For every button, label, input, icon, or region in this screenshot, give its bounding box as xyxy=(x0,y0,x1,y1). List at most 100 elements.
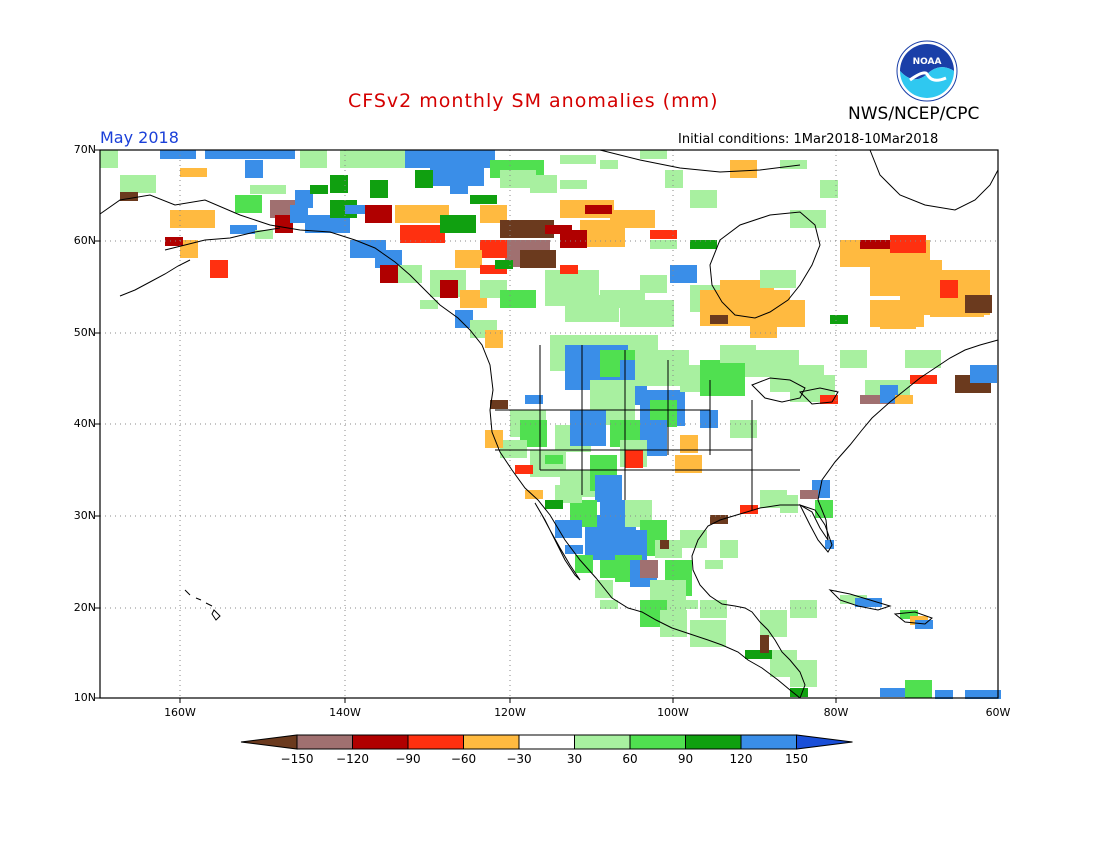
colorbar-label: 30 xyxy=(566,752,583,766)
anomaly-cell xyxy=(760,610,787,637)
anomaly-cell xyxy=(965,295,992,313)
anomaly-cell xyxy=(545,455,563,464)
anomaly-cell xyxy=(485,430,503,448)
anomaly-cell xyxy=(455,250,482,268)
lat-label: 30N xyxy=(73,509,96,522)
anomaly-cell xyxy=(440,280,458,298)
anomaly-cell xyxy=(880,688,916,697)
anomaly-cell xyxy=(650,240,677,249)
anomaly-cell xyxy=(330,175,348,193)
colorbar-label: −150 xyxy=(280,752,314,766)
anomaly-cell xyxy=(250,185,286,194)
lon-label: 80W xyxy=(823,706,849,719)
lat-label: 40N xyxy=(73,417,96,430)
lat-label: 50N xyxy=(73,326,96,339)
anomaly-cell xyxy=(880,320,916,329)
anomaly-cell xyxy=(430,168,484,186)
lat-label: 70N xyxy=(73,143,96,156)
anomaly-cell xyxy=(600,160,618,169)
anomaly-cell xyxy=(340,150,412,168)
anomaly-cell xyxy=(650,230,677,239)
anomaly-cell xyxy=(830,315,848,324)
anomaly-cell xyxy=(295,190,313,208)
anomaly-cell xyxy=(910,375,937,384)
anomaly-cell xyxy=(940,280,958,298)
anomaly-cell xyxy=(825,540,834,549)
anomaly-cell xyxy=(890,235,926,253)
colorbar-label: −60 xyxy=(450,752,477,766)
anomaly-cell xyxy=(690,240,717,249)
anomaly-cell xyxy=(790,688,808,697)
anomaly-cell xyxy=(625,450,643,468)
anomaly-cell xyxy=(675,455,702,473)
anomaly-cell xyxy=(120,192,138,201)
anomaly-cell xyxy=(170,210,215,228)
colorbar-label: 90 xyxy=(677,752,694,766)
anomaly-cell xyxy=(570,410,606,446)
anomaly-cell xyxy=(800,490,818,499)
anomaly-cell xyxy=(660,610,687,637)
anomaly-cell xyxy=(420,300,438,309)
anomaly-cell xyxy=(760,635,769,653)
colorbar-label: −120 xyxy=(336,752,369,766)
anomaly-cell xyxy=(230,225,257,234)
agency-label: NWS/NCEP/CPC xyxy=(848,104,980,124)
anomaly-cell xyxy=(480,240,507,258)
anomaly-cell xyxy=(665,170,683,188)
anomaly-cell xyxy=(415,170,433,188)
anomaly-cell xyxy=(745,650,772,659)
anomaly-cell xyxy=(700,410,718,428)
anomaly-cell xyxy=(965,690,1001,699)
anomaly-cell xyxy=(370,180,388,198)
forecast-period: May 2018 xyxy=(100,128,179,147)
initial-conditions: Initial conditions: 1Mar2018-10Mar2018 xyxy=(678,132,939,147)
lon-label: 100W xyxy=(657,706,689,719)
anomaly-cell xyxy=(730,420,757,438)
anomaly-cell xyxy=(560,180,587,189)
anomaly-cell xyxy=(610,210,655,228)
anomaly-cell xyxy=(485,330,503,348)
noaa-logo: NOAA xyxy=(896,40,958,102)
anomaly-cell xyxy=(500,440,527,458)
anomaly-cell xyxy=(450,185,468,194)
anomaly-cell xyxy=(405,150,495,168)
map-title: CFSv2 monthly SM anomalies (mm) xyxy=(348,90,719,112)
anomaly-cells xyxy=(100,150,1001,699)
anomaly-cell xyxy=(935,690,953,699)
anomaly-cell xyxy=(600,600,618,609)
anomaly-cell xyxy=(305,215,350,233)
anomaly-cell xyxy=(500,290,536,308)
anomaly-cell xyxy=(375,250,402,268)
anomaly-cell xyxy=(545,225,572,234)
lon-label: 160W xyxy=(164,706,196,719)
anomaly-cell xyxy=(555,520,582,538)
anomaly-cell xyxy=(700,360,745,396)
anomaly-cell xyxy=(470,195,497,204)
anomaly-cell xyxy=(820,395,838,404)
lon-label: 120W xyxy=(494,706,526,719)
anomaly-cell xyxy=(780,160,807,169)
anomaly-cell xyxy=(780,495,798,513)
anomaly-cell xyxy=(750,320,777,338)
anomaly-cell xyxy=(710,515,728,524)
anomaly-cell xyxy=(290,205,308,223)
anomaly-cell xyxy=(205,150,295,159)
anomaly-cell xyxy=(455,310,473,328)
anomaly-cell xyxy=(100,150,118,168)
anomaly-cell xyxy=(760,270,796,288)
anomaly-cell xyxy=(560,265,578,274)
anomaly-cell xyxy=(345,205,381,214)
anomaly-cell xyxy=(480,265,507,274)
anomaly-cell xyxy=(680,600,698,609)
anomaly-cell xyxy=(515,465,533,474)
anomaly-cell xyxy=(705,560,723,569)
anomaly-cell xyxy=(365,205,392,223)
logo-text: NOAA xyxy=(913,57,942,67)
anomaly-cell xyxy=(560,230,587,248)
anomaly-cell xyxy=(525,490,543,499)
anomaly-cell xyxy=(180,240,198,258)
anomaly-cell xyxy=(500,170,536,188)
anomaly-cell xyxy=(680,435,698,453)
anomaly-cell xyxy=(915,620,933,629)
anomaly-cell xyxy=(880,385,898,403)
